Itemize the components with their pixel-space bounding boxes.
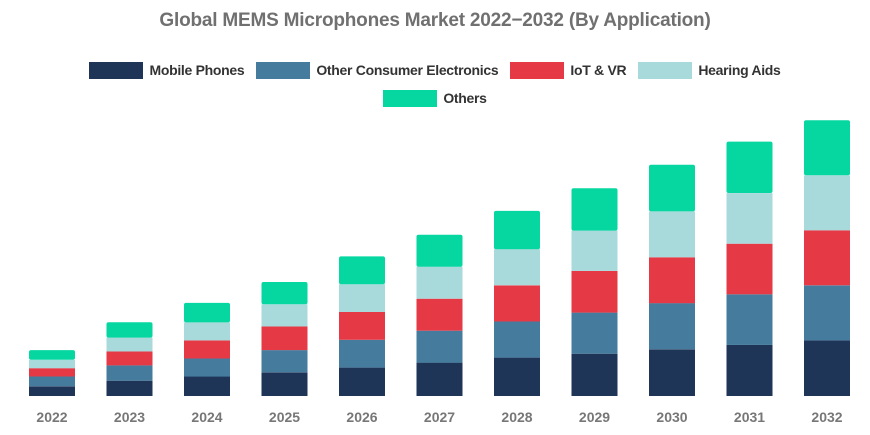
bar-mobile-phones-2023[interactable] <box>106 380 153 396</box>
bar-hearing-aids-2031[interactable] <box>726 193 773 244</box>
legend-label-others: Others <box>443 90 487 106</box>
bar-others-2022[interactable] <box>29 350 75 360</box>
legend-swatch-iot-vr <box>510 61 565 79</box>
bar-mobile-phones-2027[interactable] <box>416 362 463 396</box>
legend-swatch-hearing-aids <box>638 61 693 79</box>
legend-swatch-mobile-phones <box>89 61 144 79</box>
bar-hearing-aids-2022[interactable] <box>29 359 75 369</box>
bar-hearing-aids-2025[interactable] <box>261 304 308 327</box>
legend-label-other-consumer-electronics: Other Consumer Electronics <box>316 62 499 78</box>
bar-other-consumer-electronics-2026[interactable] <box>339 339 385 368</box>
bar-other-consumer-electronics-2024[interactable] <box>184 358 230 377</box>
bar-iot-vr-2024[interactable] <box>184 340 230 359</box>
legend-label-mobile-phones: Mobile Phones <box>149 62 245 78</box>
x-tick-label-2025: 2025 <box>269 409 300 425</box>
legend-label-hearing-aids: Hearing Aids <box>698 62 781 78</box>
bar-iot-vr-2026[interactable] <box>339 312 385 340</box>
legend-item-hearing-aids[interactable]: Hearing Aids <box>638 61 781 79</box>
bar-iot-vr-2023[interactable] <box>106 351 153 366</box>
x-tick-label-2032: 2032 <box>811 409 842 425</box>
x-tick-label-2030: 2030 <box>656 409 687 425</box>
bar-hearing-aids-2029[interactable] <box>571 230 618 271</box>
bar-others-2029[interactable] <box>571 188 618 231</box>
bar-iot-vr-2032[interactable] <box>804 230 850 286</box>
x-tick-label-2029: 2029 <box>579 409 610 425</box>
legend-swatch-other-consumer-electronics <box>256 61 311 79</box>
legend-item-others[interactable]: Others <box>383 89 487 107</box>
bar-other-consumer-electronics-2022[interactable] <box>29 376 75 387</box>
legend-row-2: Others <box>0 88 870 108</box>
bar-other-consumer-electronics-2028[interactable] <box>494 321 540 358</box>
bar-other-consumer-electronics-2023[interactable] <box>106 365 153 381</box>
legend-label-iot-vr: IoT & VR <box>570 62 627 78</box>
bar-mobile-phones-2029[interactable] <box>571 353 618 396</box>
bar-hearing-aids-2027[interactable] <box>416 266 463 299</box>
x-tick-label-2027: 2027 <box>424 409 455 425</box>
x-tick-label-2028: 2028 <box>501 409 532 425</box>
chart-title: Global MEMS Microphones Market 2022−2032… <box>159 10 711 31</box>
legend-item-iot-vr[interactable]: IoT & VR <box>510 61 627 79</box>
bar-others-2027[interactable] <box>416 234 463 267</box>
bar-hearing-aids-2023[interactable] <box>106 337 153 352</box>
bar-hearing-aids-2026[interactable] <box>339 284 385 312</box>
bar-mobile-phones-2031[interactable] <box>726 344 773 396</box>
bar-hearing-aids-2030[interactable] <box>649 211 695 258</box>
bar-others-2025[interactable] <box>261 282 308 305</box>
bar-iot-vr-2031[interactable] <box>726 243 773 295</box>
bar-iot-vr-2025[interactable] <box>261 326 308 351</box>
bar-hearing-aids-2024[interactable] <box>184 322 230 341</box>
legend-item-other-consumer-electronics[interactable]: Other Consumer Electronics <box>256 61 499 79</box>
bar-others-2024[interactable] <box>184 302 230 323</box>
bar-other-consumer-electronics-2030[interactable] <box>649 303 695 350</box>
bar-others-2026[interactable] <box>339 256 385 285</box>
bar-mobile-phones-2028[interactable] <box>494 357 540 396</box>
bar-hearing-aids-2032[interactable] <box>804 175 850 231</box>
bar-hearing-aids-2028[interactable] <box>494 249 540 286</box>
legend: Mobile Phones Other Consumer Electronics… <box>0 60 870 116</box>
bar-others-2030[interactable] <box>649 164 695 212</box>
bar-others-2031[interactable] <box>726 141 773 193</box>
bar-mobile-phones-2026[interactable] <box>339 367 385 396</box>
bar-other-consumer-electronics-2027[interactable] <box>416 330 463 363</box>
legend-row-1: Mobile Phones Other Consumer Electronics… <box>0 60 870 80</box>
legend-swatch-others <box>383 89 438 107</box>
bar-other-consumer-electronics-2025[interactable] <box>261 350 308 373</box>
bar-iot-vr-2029[interactable] <box>571 270 618 313</box>
bar-mobile-phones-2024[interactable] <box>184 376 230 397</box>
bar-other-consumer-electronics-2032[interactable] <box>804 285 850 341</box>
x-tick-label-2024: 2024 <box>191 409 222 425</box>
bar-iot-vr-2030[interactable] <box>649 257 695 304</box>
bar-mobile-phones-2022[interactable] <box>29 386 75 396</box>
bar-others-2023[interactable] <box>106 322 153 338</box>
bar-others-2032[interactable] <box>804 120 850 176</box>
bar-iot-vr-2022[interactable] <box>29 368 75 377</box>
x-tick-label-2023: 2023 <box>114 409 145 425</box>
bar-mobile-phones-2032[interactable] <box>804 340 850 396</box>
bar-other-consumer-electronics-2029[interactable] <box>571 312 618 354</box>
bar-iot-vr-2027[interactable] <box>416 298 463 331</box>
bar-mobile-phones-2030[interactable] <box>649 349 695 396</box>
bar-iot-vr-2028[interactable] <box>494 285 540 322</box>
legend-item-mobile-phones[interactable]: Mobile Phones <box>89 61 245 79</box>
bar-others-2028[interactable] <box>494 210 540 250</box>
x-tick-label-2022: 2022 <box>36 409 67 425</box>
bar-mobile-phones-2025[interactable] <box>261 372 308 396</box>
x-tick-label-2026: 2026 <box>346 409 377 425</box>
bar-other-consumer-electronics-2031[interactable] <box>726 294 773 345</box>
x-tick-label-2031: 2031 <box>734 409 765 425</box>
